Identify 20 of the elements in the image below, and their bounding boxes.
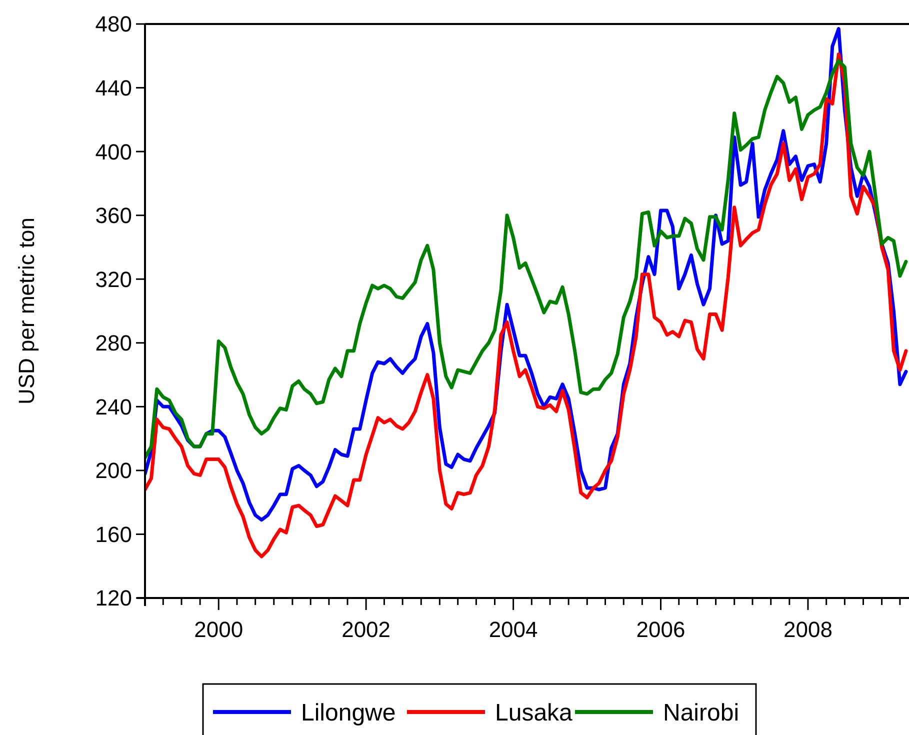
y-tick-label: 480: [95, 12, 132, 37]
y-tick-label: 160: [95, 522, 132, 547]
legend-label: Nairobi: [663, 699, 740, 726]
y-tick-label: 360: [95, 203, 132, 228]
x-tick-label: 2008: [784, 617, 832, 642]
y-tick-label: 400: [95, 139, 132, 164]
x-tick-label: 2000: [194, 617, 244, 642]
x-tick-label: 2002: [342, 617, 391, 642]
y-tick-label: 200: [95, 458, 132, 484]
x-tick-label: 2004: [488, 617, 538, 642]
legend-label: Lilongwe: [301, 699, 396, 726]
y-tick-label: 120: [95, 586, 132, 611]
legend-label: Lusaka: [495, 699, 574, 726]
y-tick-label: 440: [95, 75, 132, 100]
y-tick-label: 280: [95, 330, 132, 356]
y-tick-label: 240: [95, 394, 132, 420]
line-series: [145, 58, 908, 460]
y-axis-title: USD per metric ton: [14, 217, 39, 405]
x-tick-label: 2006: [636, 617, 686, 642]
y-tick-label: 320: [95, 266, 132, 292]
